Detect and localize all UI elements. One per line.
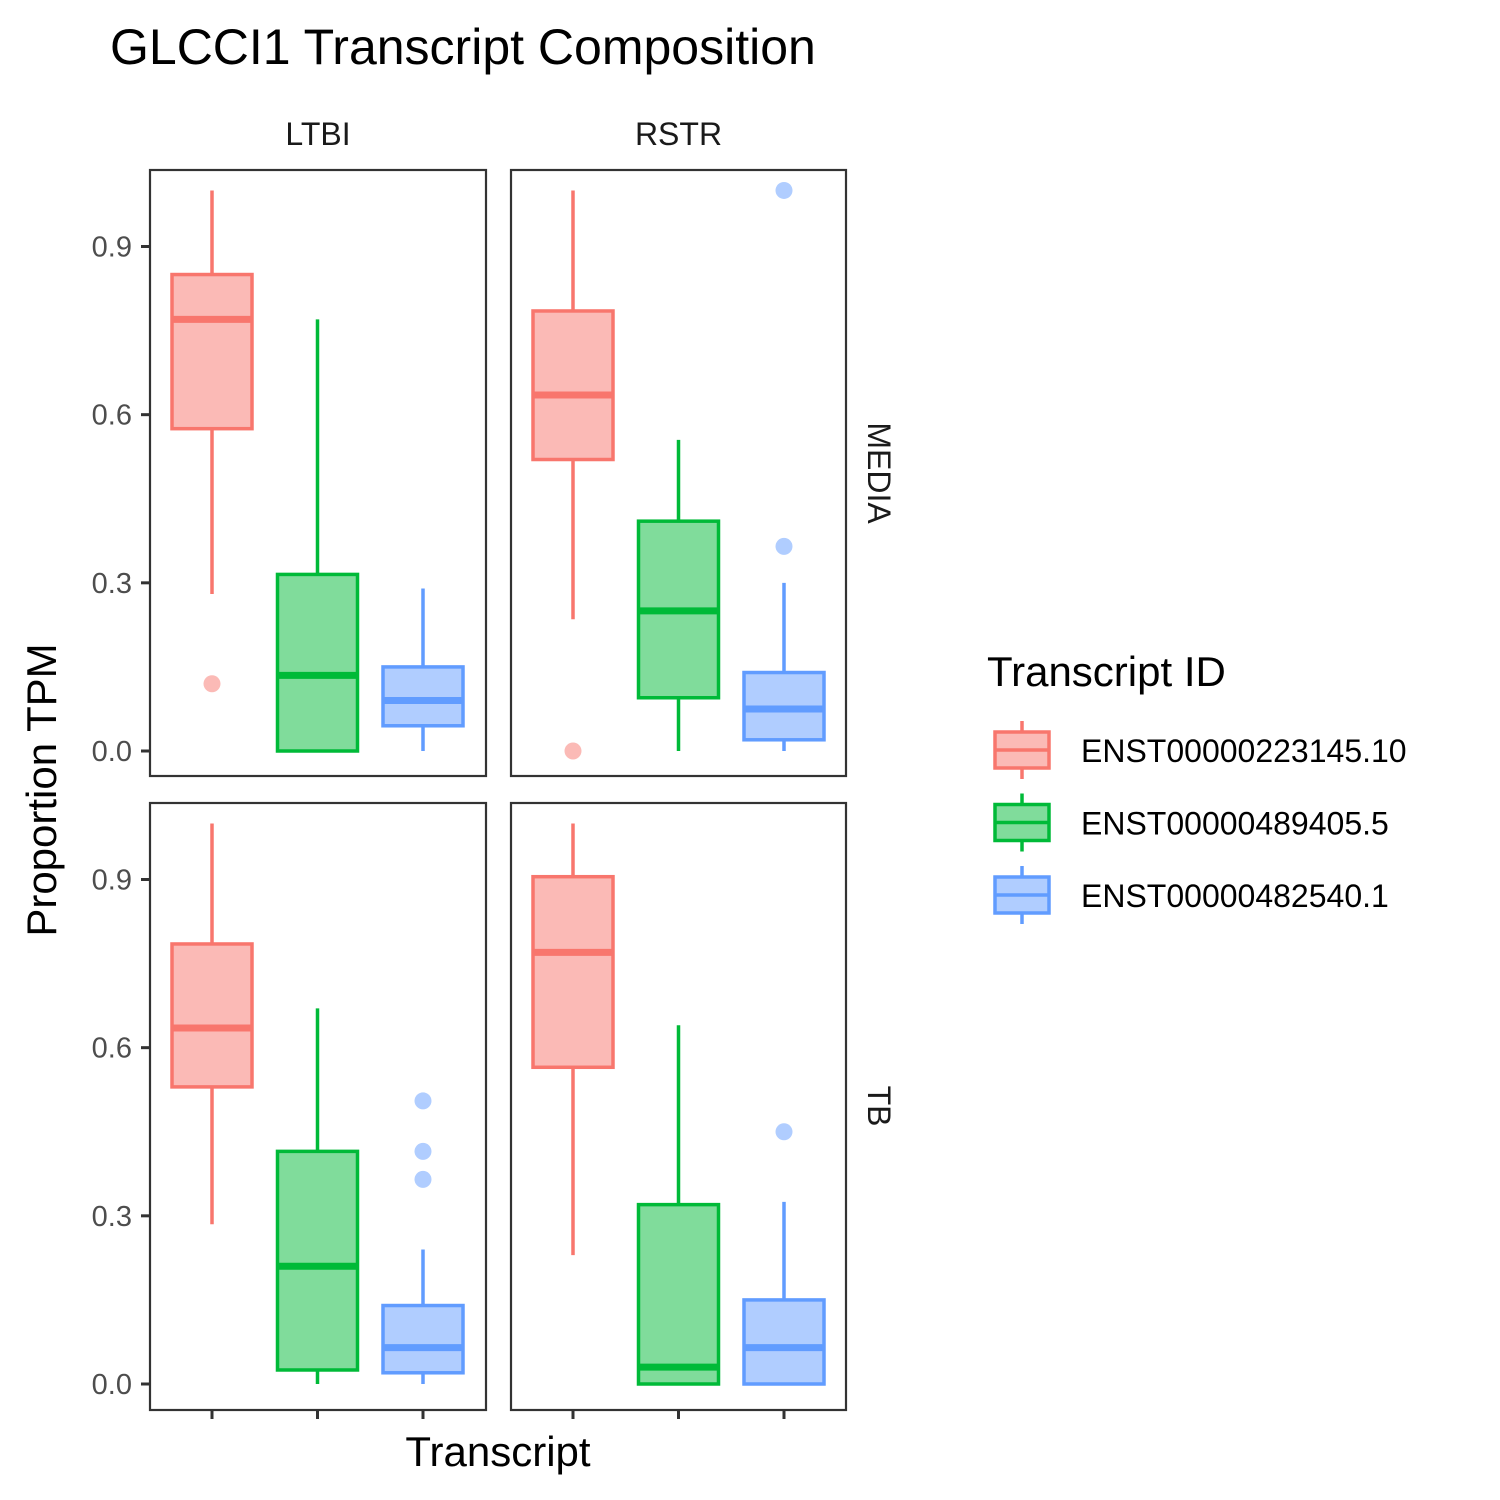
box-outlier [414, 1142, 432, 1160]
box-outlier [414, 1092, 432, 1110]
box-outlier [203, 675, 221, 693]
box-iqr [275, 1149, 360, 1372]
legend-label: ENST00000482540.1 [1081, 878, 1389, 914]
panel-ltbi-media: 0.0 0.3 0.6 0.9 [92, 168, 488, 778]
panel-border [148, 801, 488, 1412]
box-iqr [531, 309, 615, 462]
box-iqr [742, 1298, 826, 1386]
box-iqr [636, 1202, 721, 1386]
box-outlier [414, 1170, 432, 1188]
facet-strip-ltbi: LTBI [285, 116, 350, 152]
box-iqr [275, 572, 360, 753]
panel-rstr-tb [509, 801, 848, 1419]
box-outlier [775, 181, 793, 199]
y-tick-label: 0.6 [92, 400, 132, 432]
panel-border [148, 168, 488, 778]
box-iqr [170, 942, 254, 1089]
box-iqr [381, 1303, 465, 1375]
legend-label: ENST00000223145.10 [1081, 733, 1407, 769]
y-tick-label: 0.3 [92, 568, 132, 600]
legend: Transcript ID ENST00000223145.10 ENST0000… [987, 648, 1407, 924]
panel-ltbi-tb: 0.0 0.3 0.6 0.9 [92, 801, 488, 1419]
facet-panels: 0.0 0.3 0.6 0.9 0.0 0.3 0.6 0.9 [92, 168, 848, 1419]
y-tick-label: 0.0 [92, 736, 132, 768]
y-tick-label: 0.0 [92, 1369, 132, 1401]
panel-border [509, 801, 848, 1412]
y-tick-label: 0.9 [92, 865, 132, 897]
box-outlier [775, 537, 793, 555]
box-iqr [170, 272, 254, 431]
box-iqr [531, 874, 615, 1070]
facet-strip-rstr: RSTR [635, 116, 722, 152]
chart-title: GLCCI1 Transcript Composition [110, 19, 816, 75]
box-iqr [381, 665, 465, 728]
panel-rstr-media [509, 168, 848, 778]
x-axis-title: Transcript [405, 1428, 590, 1475]
box-outlier [564, 742, 582, 760]
legend-title: Transcript ID [987, 648, 1226, 695]
y-axis-title: Proportion TPM [18, 643, 65, 936]
y-tick-label: 0.6 [92, 1033, 132, 1065]
box-outlier [775, 1123, 793, 1141]
panel-border [509, 168, 848, 778]
facet-strip-tb: TB [861, 1086, 897, 1127]
facet-strip-media: MEDIA [861, 422, 897, 524]
y-tick-label: 0.3 [92, 1201, 132, 1233]
legend-label: ENST00000489405.5 [1081, 806, 1389, 842]
y-tick-label: 0.9 [92, 232, 132, 264]
